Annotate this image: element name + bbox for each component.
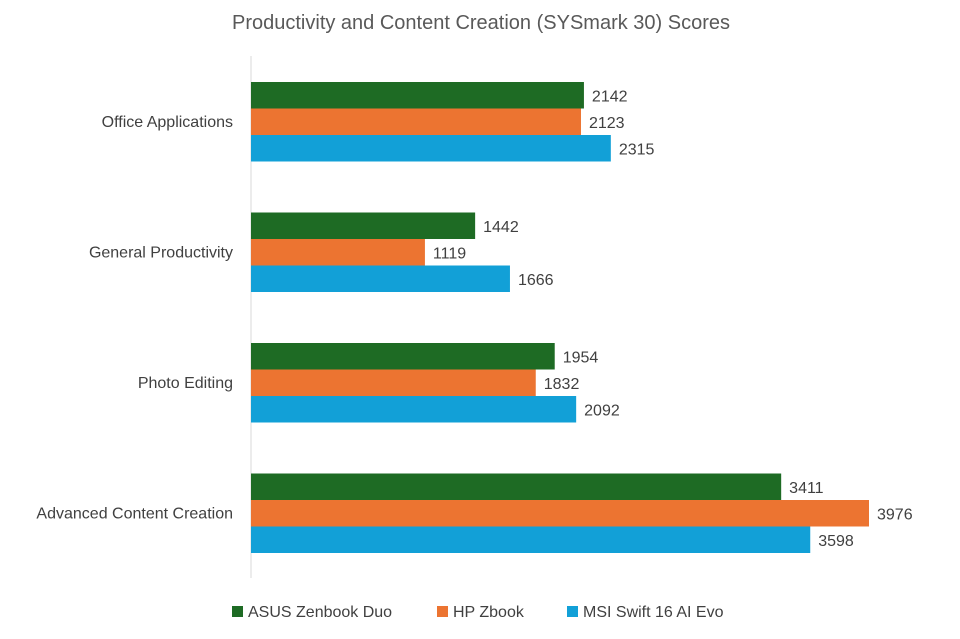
plot-area: Office Applications 2142 2123 2315 General P… (36, 56, 913, 578)
category-label-office-applications: Office Applications (102, 114, 233, 131)
data-label-hp-zbook-advanced-content-creation: 3976 (877, 506, 913, 523)
data-label-msi-swift-16-ai-evo-office-applications: 2315 (619, 141, 655, 158)
legend-swatch-asus-zenbook-duo (232, 606, 243, 617)
chart-title: Productivity and Content Creation (SYSma… (232, 12, 730, 34)
bar-hp-zbook-general-productivity (251, 239, 425, 266)
data-label-msi-swift-16-ai-evo-general-productivity: 1666 (518, 272, 554, 289)
data-label-msi-swift-16-ai-evo-advanced-content-creation: 3598 (818, 533, 854, 550)
bar-asus-zenbook-duo-office-applications (251, 82, 584, 109)
data-label-msi-swift-16-ai-evo-photo-editing: 2092 (584, 402, 620, 419)
legend-swatch-msi-swift-16-ai-evo (567, 606, 578, 617)
bar-msi-swift-16-ai-evo-photo-editing (251, 396, 577, 423)
data-label-hp-zbook-office-applications: 2123 (589, 115, 625, 132)
bar-msi-swift-16-ai-evo-general-productivity (251, 265, 510, 292)
bar-asus-zenbook-duo-advanced-content-creation (251, 473, 782, 500)
bar-hp-zbook-photo-editing (251, 369, 536, 396)
legend: ASUS Zenbook Duo HP Zbook MSI Swift 16 AI … (232, 604, 724, 621)
legend-swatch-hp-zbook (437, 606, 448, 617)
category-label-advanced-content-creation: Advanced Content Creation (36, 505, 233, 522)
bar-asus-zenbook-duo-photo-editing (251, 343, 555, 370)
data-label-hp-zbook-photo-editing: 1832 (544, 376, 580, 393)
category-label-photo-editing: Photo Editing (138, 375, 233, 392)
data-label-asus-zenbook-duo-office-applications: 2142 (592, 88, 628, 105)
data-label-asus-zenbook-duo-general-productivity: 1442 (483, 219, 519, 236)
bar-asus-zenbook-duo-general-productivity (251, 212, 476, 239)
bar-msi-swift-16-ai-evo-advanced-content-creation (251, 526, 811, 553)
data-label-asus-zenbook-duo-photo-editing: 1954 (563, 349, 599, 366)
bar-hp-zbook-office-applications (251, 108, 581, 135)
data-label-asus-zenbook-duo-advanced-content-creation: 3411 (789, 480, 824, 497)
legend-label-asus-zenbook-duo: ASUS Zenbook Duo (248, 604, 392, 621)
data-label-hp-zbook-general-productivity: 1119 (433, 245, 466, 262)
legend-label-hp-zbook: HP Zbook (453, 604, 525, 621)
bar-hp-zbook-advanced-content-creation (251, 500, 869, 527)
category-label-general-productivity: General Productivity (89, 244, 233, 261)
legend-label-msi-swift-16-ai-evo: MSI Swift 16 AI Evo (583, 604, 724, 621)
bar-msi-swift-16-ai-evo-office-applications (251, 135, 611, 162)
